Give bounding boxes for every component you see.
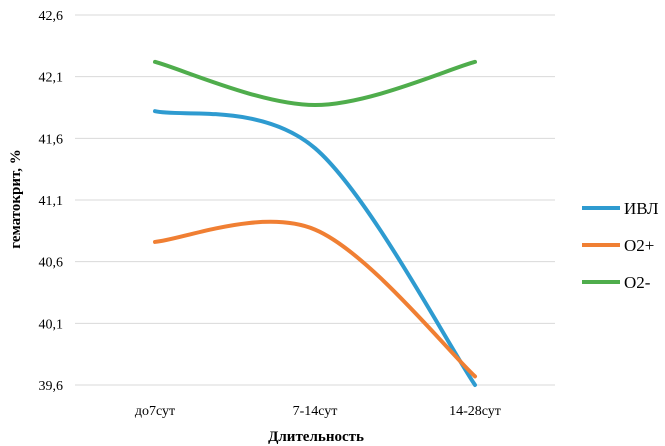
- series-lines: [153, 59, 477, 387]
- series-line-0: [153, 109, 477, 387]
- legend: ИВЛ O2+ O2-: [582, 199, 659, 292]
- legend-label: ИВЛ: [624, 199, 659, 218]
- y-tick-label: 39,6: [39, 379, 64, 394]
- y-axis-title: гематокрит, %: [8, 149, 24, 249]
- x-axis-ticks: до7сут 7-14сут 14-28сут: [135, 404, 501, 419]
- gridlines: [75, 14, 555, 386]
- y-tick-label: 40,6: [39, 256, 64, 271]
- y-tick-label: 40,1: [39, 317, 64, 332]
- legend-label: O2-: [624, 273, 651, 292]
- y-axis-ticks: 39,6 40,1 40,6 41,1 41,6 42,1 42,6: [39, 9, 64, 394]
- y-tick-label: 42,6: [39, 9, 64, 24]
- y-tick-label: 41,1: [39, 194, 64, 209]
- x-tick-label: 14-28сут: [449, 404, 501, 419]
- x-tick-label: до7сут: [135, 404, 175, 419]
- y-tick-label: 42,1: [39, 71, 64, 86]
- y-tick-label: 41,6: [39, 132, 64, 147]
- x-axis-title: Длительность: [268, 429, 364, 445]
- series-line-2: [153, 59, 477, 108]
- x-tick-label: 7-14сут: [293, 404, 338, 419]
- series-line-1: [153, 219, 477, 379]
- legend-label: O2+: [624, 236, 654, 255]
